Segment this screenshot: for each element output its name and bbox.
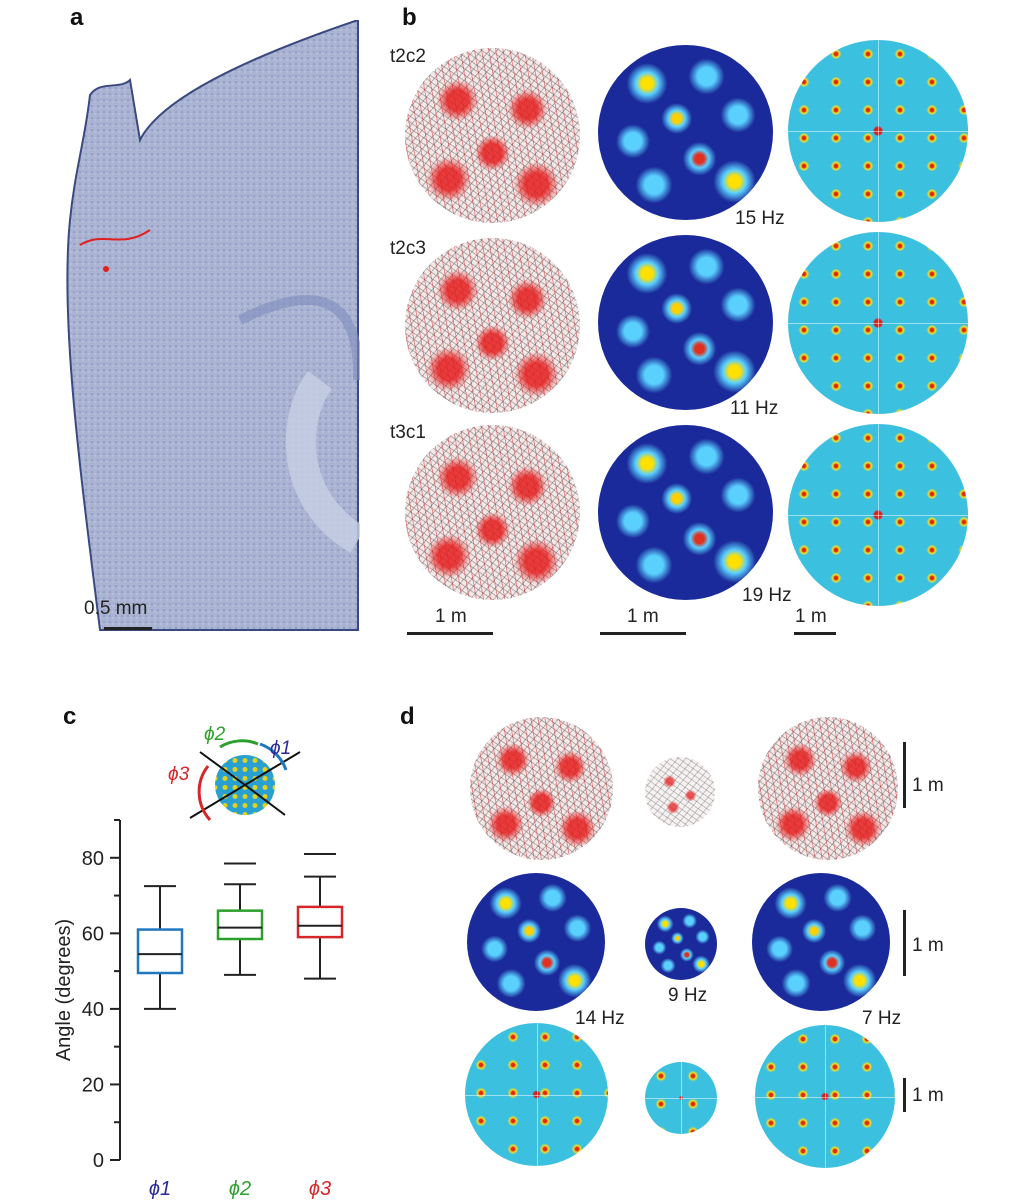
d-scale-label-2: 1 m	[912, 935, 944, 956]
x-category-label: ϕ3	[309, 1178, 331, 1200]
panel-b-scale-label-2: 1 m	[627, 606, 659, 627]
panel-b-scale-bar-1	[407, 632, 493, 635]
autocorrelogram-1	[788, 40, 968, 222]
inset-phi1: ϕ1	[270, 738, 291, 759]
d-autocorrelogram-3	[755, 1025, 895, 1168]
panel-b-scale-label-1: 1 m	[435, 606, 467, 627]
panel-b-scale-label-3: 1 m	[795, 606, 827, 627]
inset-phi3: ϕ3	[168, 764, 190, 785]
autocorrelogram-2	[788, 232, 968, 414]
inset-phi2: ϕ2	[204, 724, 226, 745]
rate-label-3: 19 Hz	[742, 585, 792, 606]
d-scale-bar-3	[903, 1078, 906, 1112]
d-rate-label-1: 14 Hz	[575, 1008, 625, 1029]
cell-label-1: t2c2	[390, 46, 426, 67]
d-rate-map-1	[467, 873, 605, 1011]
rate-map-3	[598, 425, 773, 600]
box-plot-chart: 0 20 40 60 80 Angle (degrees) ϕ1 ϕ2 ϕ3	[53, 819, 344, 1200]
panel-a-scale-bar	[104, 627, 152, 630]
d-autocorrelogram-2	[645, 1062, 717, 1134]
trajectory-map-3	[405, 425, 580, 600]
trajectory-map-1	[405, 48, 580, 223]
panel-b-scale-bar-3	[794, 632, 836, 635]
d-scale-label-1: 1 m	[912, 775, 944, 796]
d-trajectory-map-3	[758, 717, 898, 860]
angle-inset: ϕ2 ϕ1 ϕ3	[168, 724, 301, 822]
d-trajectory-map-1	[470, 717, 613, 860]
d-scale-bar-2	[903, 910, 906, 976]
panel-a-scale-label: 0.5 mm	[84, 598, 148, 619]
panel-a-label: a	[70, 4, 84, 31]
d-trajectory-map-2	[645, 757, 715, 827]
d-rate-map-2	[645, 908, 717, 980]
d-scale-bar-1	[903, 742, 906, 808]
rate-map-2	[598, 235, 773, 410]
y-tick-label: 60	[82, 923, 104, 945]
rate-label-2: 11 Hz	[730, 398, 779, 419]
d-autocorrelogram-1	[465, 1023, 608, 1166]
panel-b-scale-bar-2	[600, 632, 686, 635]
panel-c-label: c	[63, 703, 77, 730]
x-category-label: ϕ2	[229, 1178, 251, 1200]
autocorrelogram-3	[788, 424, 968, 606]
d-rate-map-3	[752, 873, 890, 1011]
panel-d-label: d	[400, 703, 415, 730]
y-tick-label: 0	[93, 1150, 104, 1172]
box	[296, 905, 344, 939]
x-category-label: ϕ1	[149, 1178, 171, 1200]
box	[136, 928, 184, 975]
trajectory-map-2	[405, 238, 580, 413]
y-axis-label: Angle (degrees)	[53, 919, 75, 1061]
panel-b-label: b	[402, 4, 417, 31]
y-tick-label: 40	[82, 999, 104, 1021]
cell-label-3: t3c1	[390, 422, 426, 443]
box	[216, 909, 264, 941]
rate-map-1	[598, 45, 773, 220]
brain-section-image	[66, 20, 360, 631]
d-rate-label-2: 9 Hz	[668, 985, 708, 1006]
cell-label-2: t2c3	[390, 238, 426, 259]
y-tick-label: 80	[82, 848, 104, 870]
d-rate-label-3: 7 Hz	[862, 1008, 902, 1029]
rate-label-1: 15 Hz	[735, 208, 785, 229]
y-tick-label: 20	[82, 1074, 104, 1096]
d-scale-label-3: 1 m	[912, 1085, 944, 1106]
